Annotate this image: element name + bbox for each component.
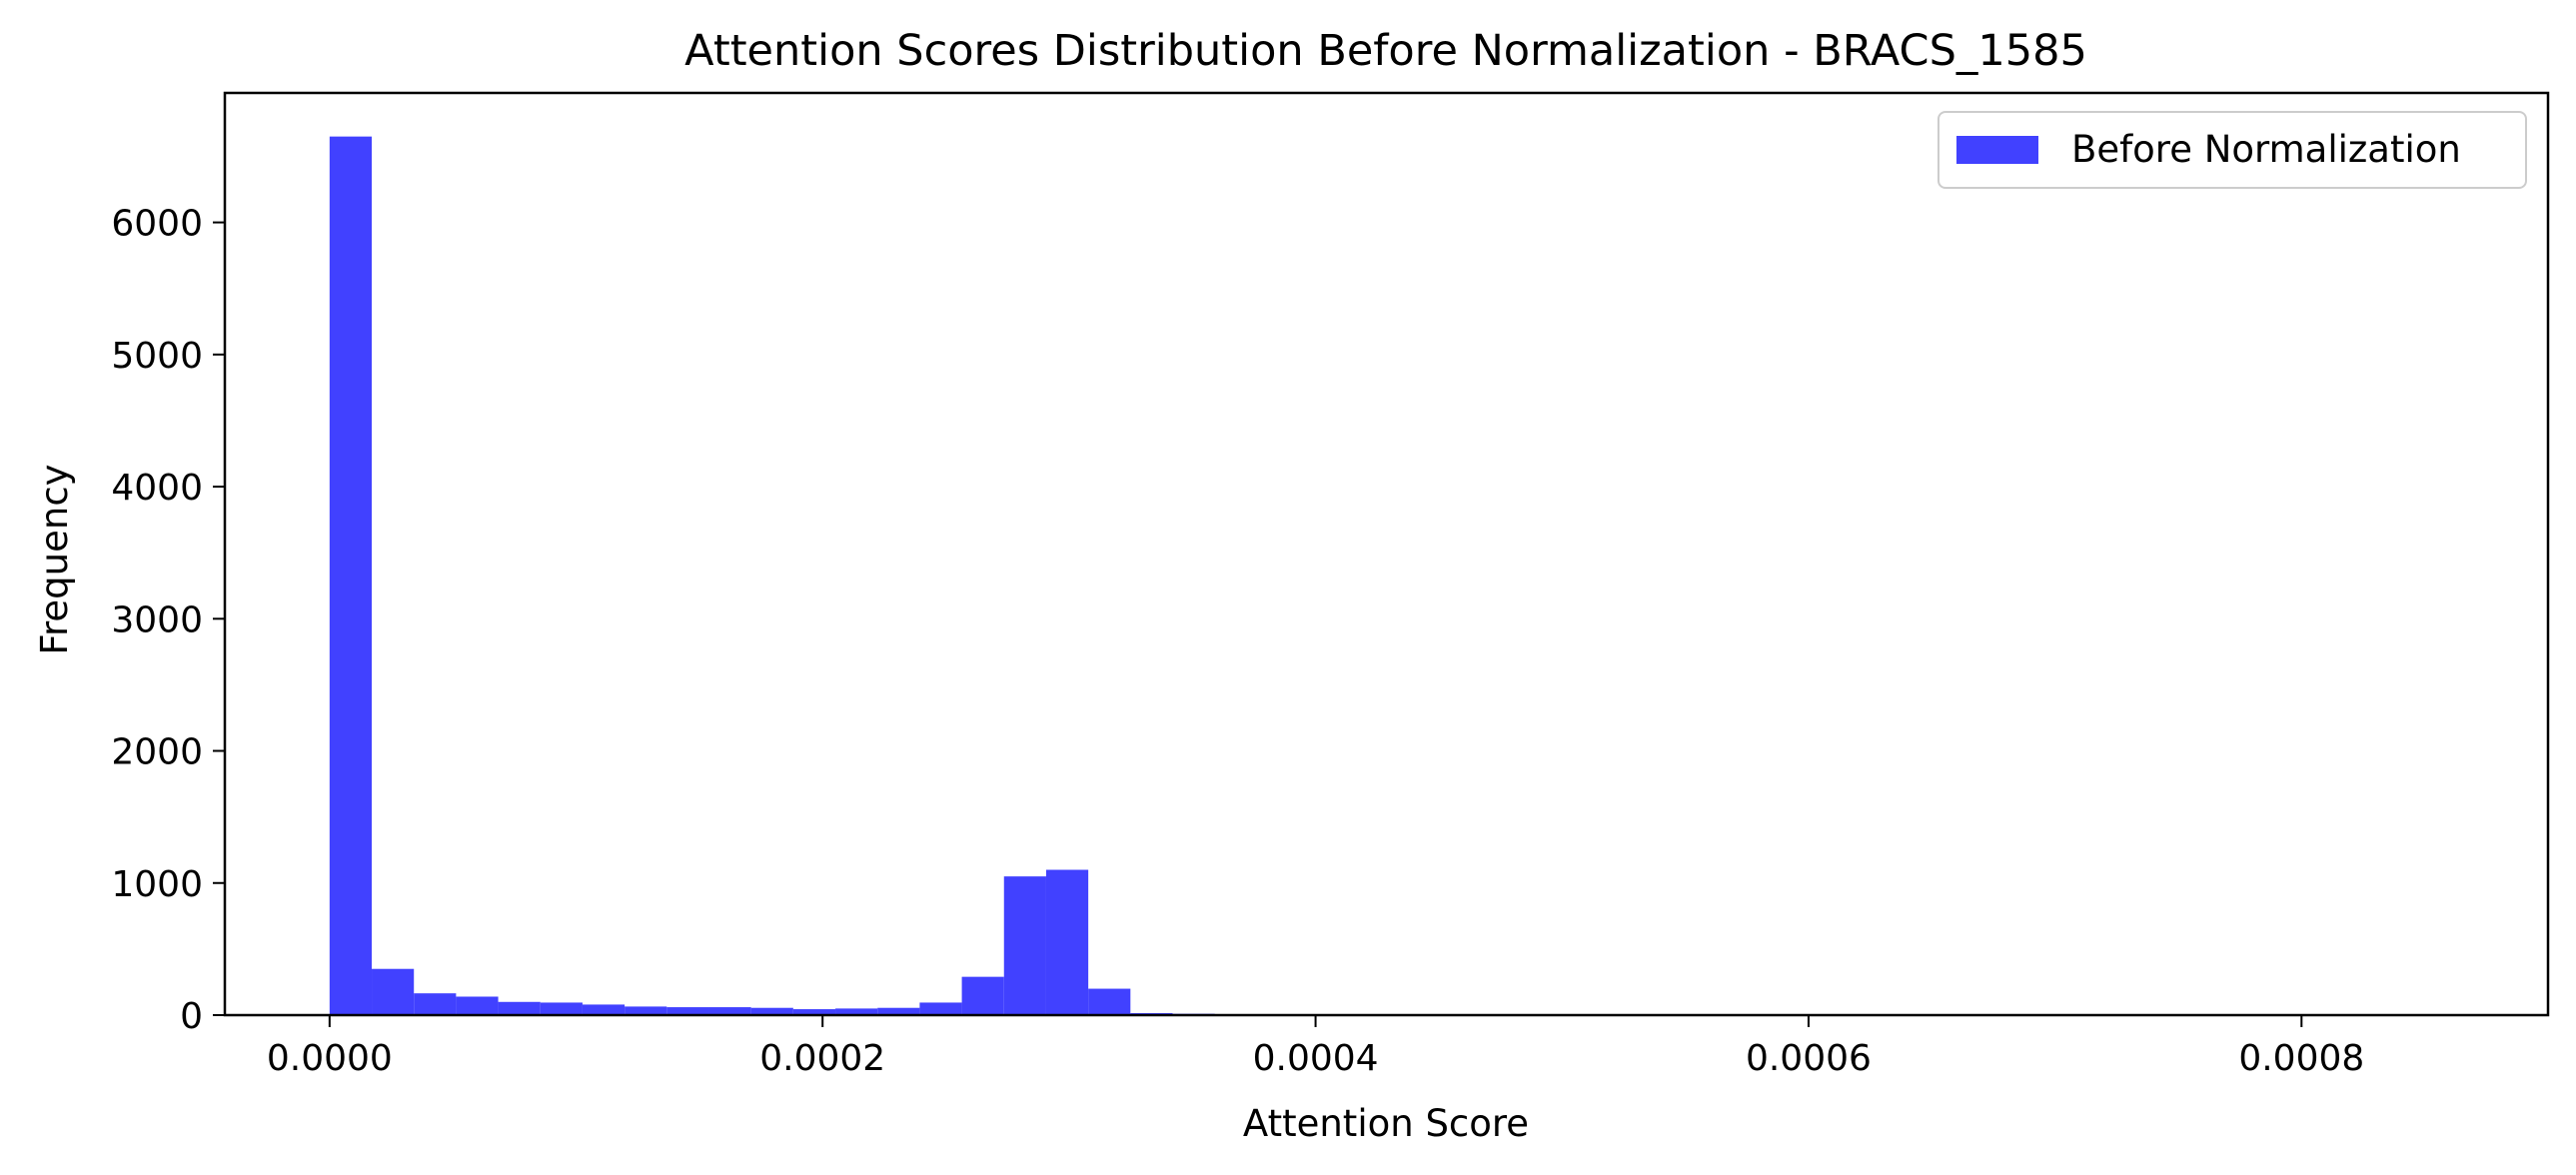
y-axis-ticks: 0 1000 2000 3000 4000 5000 6000 — [111, 204, 225, 1037]
histogram-bar — [1045, 869, 1089, 1015]
y-tick-label: 5000 — [111, 336, 203, 377]
histogram-bar — [1088, 988, 1131, 1015]
legend-box — [1937, 111, 2527, 189]
histogram-bar — [1003, 876, 1046, 1015]
legend-swatch — [1956, 136, 2038, 164]
histogram-bar — [792, 1009, 836, 1015]
y-axis-label: Frequency — [33, 464, 76, 654]
y-tick-label: 0 — [180, 996, 203, 1037]
x-tick-label: 0.0008 — [2238, 1038, 2364, 1079]
histogram-bar — [540, 1002, 583, 1015]
histogram-bar — [498, 1001, 541, 1015]
y-tick-label: 3000 — [111, 599, 203, 640]
histogram-bar — [750, 1007, 793, 1015]
plot-area-frame — [223, 91, 2550, 1017]
y-tick-label: 1000 — [111, 864, 203, 905]
y-tick-label: 2000 — [111, 732, 203, 773]
x-tick-label: 0.0006 — [1746, 1038, 1872, 1079]
x-tick-label: 0.0004 — [1253, 1038, 1379, 1079]
histogram-bar — [708, 1007, 751, 1015]
y-tick-label: 6000 — [111, 204, 203, 245]
x-tick-label: 0.0002 — [759, 1038, 885, 1079]
legend: Before Normalization — [1937, 111, 2527, 189]
histogram-bar — [877, 1007, 920, 1015]
histogram-bar — [666, 1007, 709, 1015]
histogram-bar — [582, 1004, 626, 1015]
histogram-bar — [414, 993, 457, 1015]
x-axis-label: Attention Score — [1243, 1102, 1529, 1145]
histogram-bar — [456, 996, 499, 1015]
x-tick-label: 0.0000 — [267, 1038, 393, 1079]
histogram-bar — [961, 976, 1004, 1015]
x-axis-ticks: 0.0000 0.0002 0.0004 0.0006 0.0008 — [267, 1015, 2364, 1079]
histogram-bars — [329, 136, 1215, 1015]
histogram-bar — [329, 136, 373, 1015]
histogram-bar — [372, 968, 415, 1015]
histogram-bar — [835, 1008, 878, 1015]
y-tick-label: 4000 — [111, 468, 203, 509]
histogram-bar — [919, 1002, 962, 1015]
histogram-bar — [625, 1006, 667, 1015]
legend-label: Before Normalization — [2071, 128, 2461, 171]
chart-title: Attention Scores Distribution Before Nor… — [684, 26, 2087, 76]
